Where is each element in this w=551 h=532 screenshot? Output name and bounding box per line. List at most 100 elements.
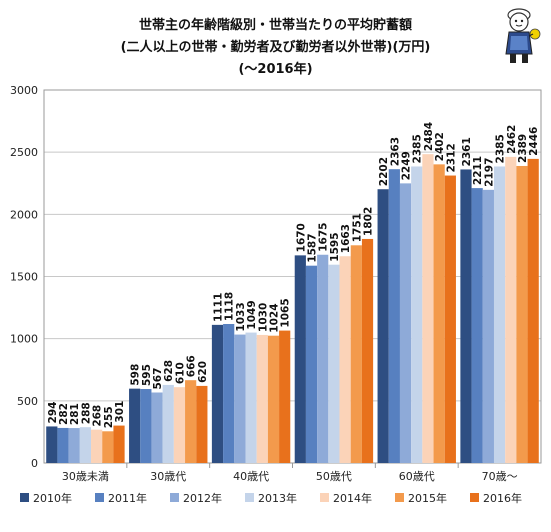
x-category-label: 30歳代 [150, 470, 186, 483]
bar [140, 389, 152, 463]
data-label: 2385 [412, 134, 424, 163]
legend-swatch [320, 493, 329, 502]
bar [444, 175, 456, 464]
data-label: 1663 [340, 224, 352, 253]
legend-swatch [395, 493, 404, 502]
legend-label: 2014年 [333, 491, 372, 505]
bar [185, 380, 197, 463]
data-labels: 294 282 281 288 268 255 301 598 595 567 628 610 666 6… [47, 122, 540, 428]
legend: 2010年 2011年 2012年 2013年 2014年 2015年 2016年 [20, 491, 522, 505]
data-label: 2249 [401, 151, 413, 180]
legend-label: 2011年 [108, 491, 147, 505]
data-label: 281 [69, 403, 81, 425]
bar [433, 164, 445, 464]
bar [68, 428, 80, 463]
bar [256, 334, 268, 463]
data-label: 1030 [257, 303, 269, 332]
chart-title-line-2: (二人以上の世帯・勤労者及び勤労者以外世帯)(万円) [120, 40, 431, 55]
data-label: 1802 [363, 207, 375, 236]
bar [399, 183, 412, 463]
bar [527, 158, 539, 463]
y-tick-label: 2500 [10, 146, 38, 159]
legend-label: 2013年 [258, 491, 297, 505]
data-label: 620 [197, 361, 209, 383]
data-label: 2402 [434, 132, 446, 161]
bar [471, 188, 483, 463]
legend-swatch [20, 493, 29, 502]
data-label: 2361 [461, 137, 473, 166]
bar [361, 238, 374, 463]
legend-label: 2012年 [183, 491, 222, 505]
data-label: 2484 [423, 122, 435, 151]
x-category-label: 70歳～ [482, 470, 518, 483]
bar [245, 332, 257, 463]
bars [46, 154, 539, 464]
bar [482, 189, 494, 463]
x-category-label: 60歳代 [399, 470, 435, 483]
data-label: 2202 [378, 157, 390, 186]
bar [411, 166, 423, 463]
chart-title-line-1: 世帯主の年齢階級別・世帯当たりの平均貯蓄額 [138, 18, 412, 33]
data-label: 268 [92, 405, 104, 427]
data-label: 1118 [224, 292, 236, 321]
bar [460, 169, 472, 463]
legend-swatch [245, 493, 254, 502]
bar [151, 392, 163, 463]
legend-swatch [470, 493, 479, 502]
data-label: 255 [103, 406, 115, 428]
bar [102, 431, 114, 463]
y-tick-label: 0 [31, 457, 38, 470]
y-tick-label: 1000 [10, 333, 38, 346]
bar [388, 169, 400, 464]
axes: 0 500 1000 1500 2000 2500 3000 30歳未満 30歳代 40歳代 50歳… [10, 84, 542, 483]
bar [516, 165, 528, 464]
bar [493, 166, 506, 463]
mascot-illustration-icon [505, 8, 541, 63]
data-label: 2462 [506, 125, 518, 154]
bar [422, 154, 434, 463]
data-label: 2211 [472, 156, 484, 185]
y-tick-label: 2000 [10, 208, 38, 221]
bar [234, 334, 246, 463]
data-label: 1675 [318, 223, 330, 252]
data-label: 301 [114, 401, 126, 423]
bar [196, 385, 208, 463]
data-label: 1751 [351, 213, 363, 242]
bar [223, 323, 235, 463]
data-label: 294 [47, 402, 59, 424]
bar [57, 427, 69, 463]
bar [129, 388, 141, 463]
bar [279, 330, 291, 463]
data-label: 1587 [307, 233, 319, 262]
data-label: 2446 [528, 127, 540, 156]
legend-swatch [170, 493, 179, 502]
data-label: 1065 [280, 298, 292, 327]
bar [162, 384, 174, 463]
legend-swatch [95, 493, 104, 502]
data-label: 1670 [295, 223, 307, 252]
bar [328, 264, 340, 463]
data-label: 598 [130, 364, 142, 386]
data-label: 610 [174, 362, 186, 384]
x-category-label: 40歳代 [233, 470, 269, 483]
data-label: 1033 [235, 302, 247, 331]
data-label: 628 [163, 360, 175, 382]
y-tick-label: 1500 [10, 271, 38, 284]
bar [317, 254, 329, 463]
bar [173, 387, 186, 463]
legend-label: 2015年 [408, 491, 447, 505]
data-label: 567 [152, 368, 164, 390]
bar [46, 426, 58, 463]
bar [113, 425, 125, 463]
data-label: 282 [58, 403, 70, 425]
data-label: 2389 [517, 134, 529, 163]
x-category-label: 30歳未満 [62, 470, 109, 483]
data-label: 666 [186, 355, 198, 377]
legend-label: 2016年 [483, 491, 522, 505]
bar [350, 245, 362, 463]
data-label: 288 [80, 402, 92, 424]
y-tick-label: 3000 [10, 84, 38, 97]
data-label: 1024 [268, 303, 280, 332]
